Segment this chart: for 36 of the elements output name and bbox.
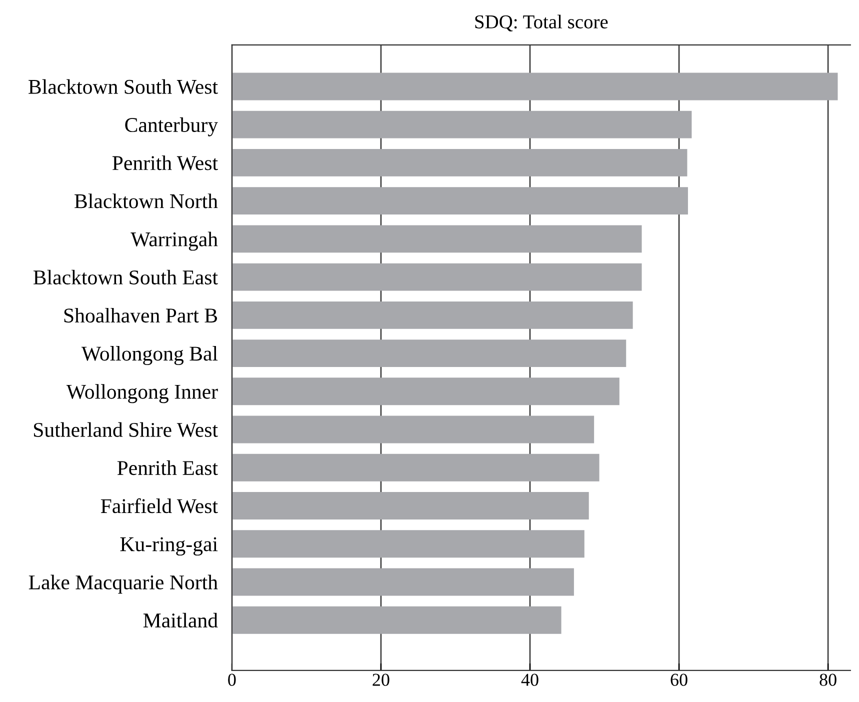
y-tick-label: Blacktown South West xyxy=(28,79,218,94)
y-tick-label: Warringah xyxy=(130,232,218,251)
y-tick-label: Wollongong Inner xyxy=(66,384,218,404)
y-tick-label: Shoalhaven Part B xyxy=(64,308,218,323)
bar xyxy=(232,301,633,329)
y-tick-label: Blacktown South East xyxy=(33,270,218,284)
bar xyxy=(232,148,688,176)
y-tick-label: Lake Macquarie North xyxy=(28,574,218,594)
bar xyxy=(232,492,589,520)
bar xyxy=(232,568,574,596)
x-tick-label: 0 xyxy=(228,674,236,686)
y-tick-label: Blacktown North xyxy=(74,194,218,208)
chart-title: SDQ: Total score xyxy=(475,14,608,32)
y-tick-label: Maitland xyxy=(143,612,218,628)
bar xyxy=(232,187,688,215)
y-tick-label: Canterbury xyxy=(125,117,218,136)
bar xyxy=(232,416,594,444)
y-tick-label: Fairfield West xyxy=(100,498,218,514)
x-tick-label: 20 xyxy=(372,674,390,686)
bar xyxy=(232,340,626,368)
x-tick-label: 40 xyxy=(521,674,538,686)
bar xyxy=(232,530,584,558)
bar xyxy=(232,378,620,406)
y-tick-label: Ku-ring-gai xyxy=(120,537,218,556)
bar xyxy=(232,72,838,100)
y-tick-label: Penrith East xyxy=(117,460,218,476)
bar xyxy=(232,606,562,634)
x-tick-label: 80 xyxy=(820,674,836,686)
bar xyxy=(232,263,642,291)
y-tick-label: Wollongong Bal xyxy=(81,346,218,366)
bar xyxy=(232,110,692,138)
y-tick-label: Sutherland Shire West xyxy=(34,422,218,438)
x-tick-label: 60 xyxy=(670,674,688,686)
bar xyxy=(232,225,642,253)
bar xyxy=(232,454,600,482)
y-tick-label: Penrith West xyxy=(112,155,218,170)
